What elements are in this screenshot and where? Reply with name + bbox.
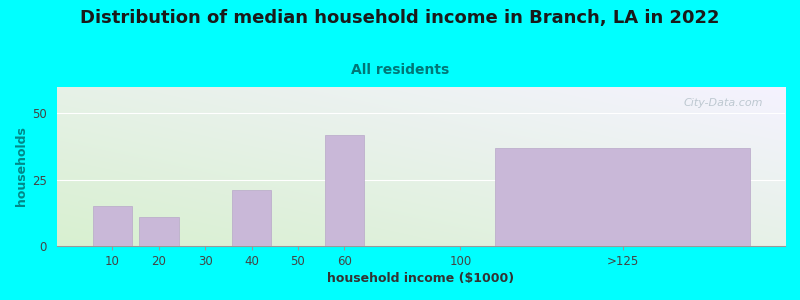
Y-axis label: households: households — [15, 127, 28, 206]
Text: All residents: All residents — [351, 63, 449, 77]
Bar — [495, 148, 750, 246]
Bar — [232, 190, 271, 246]
Bar — [93, 206, 132, 246]
Text: Distribution of median household income in Branch, LA in 2022: Distribution of median household income … — [80, 9, 720, 27]
Bar — [325, 135, 364, 246]
Bar — [139, 217, 178, 246]
Text: City-Data.com: City-Data.com — [684, 98, 763, 108]
X-axis label: household income ($1000): household income ($1000) — [327, 272, 514, 285]
